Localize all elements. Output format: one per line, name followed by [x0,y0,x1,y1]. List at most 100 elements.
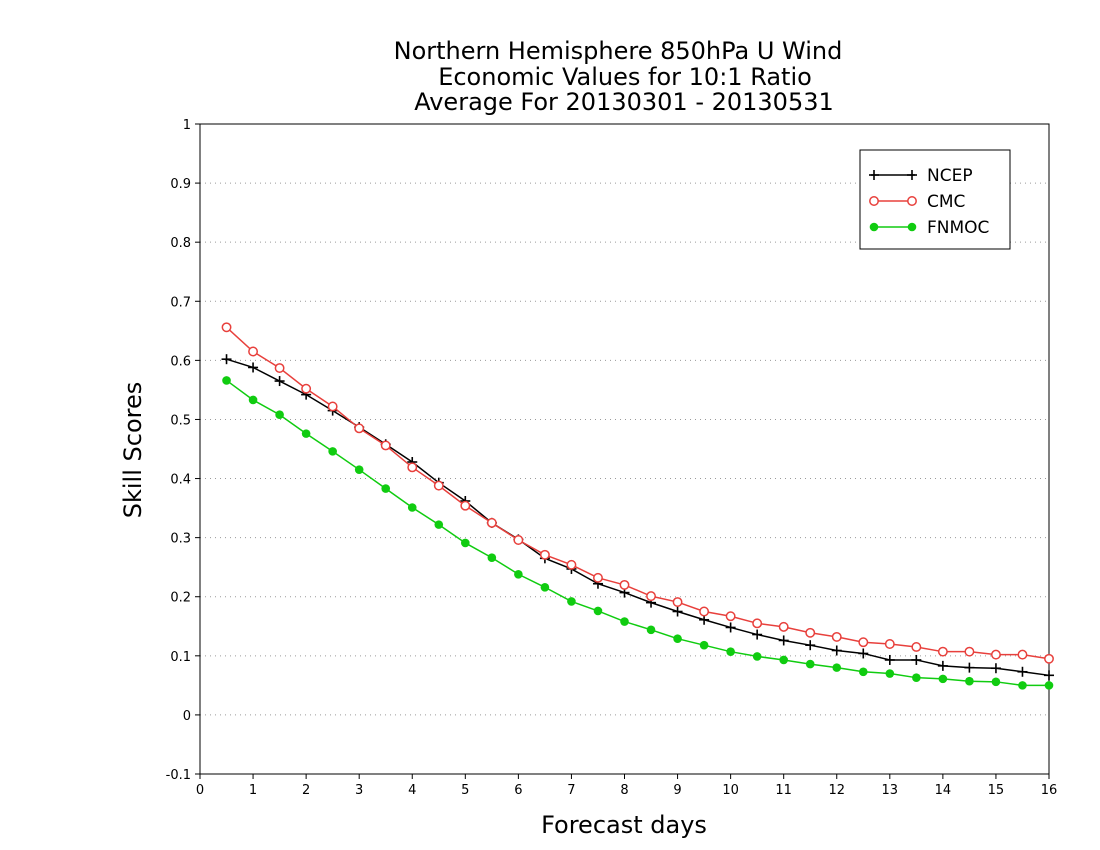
y-tick-label: -0.1 [166,768,191,783]
cmc-point [990,649,1001,660]
fnmoc-point [540,582,550,592]
fnmoc-point [858,667,868,677]
x-tick-label: 13 [882,783,899,798]
chart-title-line-2: Economic Values for 10:1 Ratio [438,63,812,91]
x-tick-label: 14 [935,783,952,798]
fnmoc-point [354,465,364,474]
cmc-point [593,572,603,583]
x-tick-label: 8 [620,783,628,798]
fnmoc-point [407,503,417,512]
ncep-point [911,654,922,665]
legend-label-cmc: CMC [927,192,965,212]
x-tick-label: 5 [461,783,469,798]
y-tick-label: 0 [183,709,191,724]
cmc-point [407,462,418,473]
fnmoc-point [461,538,470,548]
fnmoc-point [805,659,815,669]
y-tick-label: 0.6 [170,354,191,369]
cmc-point [513,535,524,545]
legend: NCEP CMC FNMOC [859,149,1011,250]
y-tick-label: 0.8 [170,236,191,251]
y-tick-label: 0.3 [170,532,191,547]
fnmoc-point [991,677,1001,687]
legend-marker [907,170,917,180]
fnmoc-point [752,652,762,661]
legend-marker [869,196,879,206]
fnmoc-point [328,447,337,456]
cmc-line [226,326,1050,660]
cmc-point [699,606,710,617]
x-tick-label: 16 [1041,783,1058,798]
chart-title: Northern Hemisphere 850hPa U Wind Econom… [394,37,843,116]
y-tick-label: 0.5 [170,413,191,428]
cmc-point [619,579,630,590]
cmc-point [221,322,232,333]
cmc-point [964,646,975,657]
ncep-point [248,362,259,373]
fnmoc-point [779,655,788,665]
cmc-point [778,621,789,632]
cmc-point [433,480,444,491]
legend-marker [907,222,917,232]
axis-ticks: -0.100.10.20.30.40.50.60.70.80.910 1 2 3 4 5 6… [166,118,1058,798]
x-tick-label: 12 [828,783,845,798]
cmc-point [937,646,948,657]
y-tick-label: 0.9 [170,177,191,192]
legend-box [859,149,1011,250]
cmc-point [539,549,550,560]
cmc-point [327,401,338,412]
legend-label-ncep: NCEP [927,166,973,186]
y-tick-label: 1 [183,118,191,133]
legend-marker [869,170,879,180]
x-tick-label: 2 [302,783,310,798]
fnmoc-point [434,520,444,529]
fnmoc-point [699,640,709,650]
fnmoc-point [620,617,629,626]
fnmoc-point [646,625,656,635]
cmc-point [1044,653,1054,664]
legend-item-fnmoc: FNMOC [869,218,989,238]
fnmoc-point [593,606,603,616]
cmc-point [805,627,816,638]
cmc-point [566,559,577,570]
x-tick-label: 6 [514,783,522,798]
cmc-point [646,591,656,602]
cmc-point [248,346,259,357]
cmc-point [460,500,471,511]
x-tick-label: 9 [673,783,681,798]
legend-marker [907,196,917,206]
cmc-point [831,631,842,642]
cmc-point [380,440,391,451]
ncep-point [858,648,869,659]
cmc-point [752,618,763,629]
cmc-point [911,642,922,652]
x-tick-label: 11 [775,783,792,798]
fnmoc-point [487,553,497,563]
x-tick-label: 7 [567,783,575,798]
fnmoc-point [1018,681,1027,690]
x-tick-label: 1 [249,783,257,798]
x-tick-label: 15 [988,783,1005,798]
fnmoc-point [514,569,523,579]
fnmoc-point [912,673,921,682]
fnmoc-point [301,429,311,438]
fnmoc-point [673,634,682,643]
x-tick-label: 4 [408,783,416,798]
series-group [221,322,1054,690]
cmc-point [858,637,869,648]
fnmoc-point [275,410,284,420]
cmc-point [884,639,895,649]
ncep-point [805,640,816,651]
cmc-point [274,363,285,373]
fnmoc-point [726,647,735,656]
ncep-point [884,654,895,665]
ncep-point [1017,666,1028,677]
ncep-point [725,622,736,633]
legend-item-cmc: CMC [869,192,965,212]
fnmoc-point [885,669,895,678]
ncep-point [221,354,232,365]
series-cmc [221,322,1054,664]
fnmoc-line [226,379,1049,687]
legend-item-ncep: NCEP [869,166,973,186]
